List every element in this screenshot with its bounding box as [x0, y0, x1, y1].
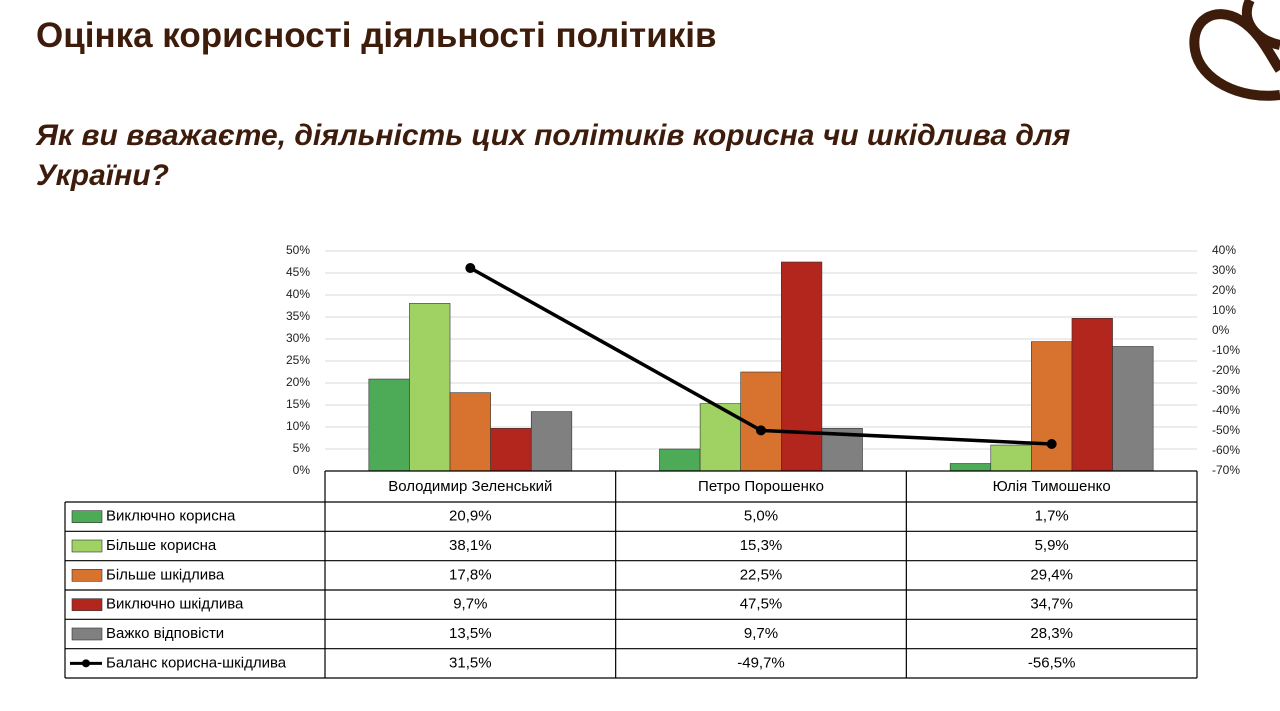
- subtitle: Як ви вважаєте, діяльність цих політиків…: [36, 119, 1071, 192]
- y-tick-label: 5%: [293, 441, 311, 455]
- y2-tick-label: -10%: [1212, 343, 1240, 357]
- line-marker: [1046, 439, 1057, 449]
- y2-tick-label: 0%: [1212, 323, 1230, 337]
- y-tick-label: 30%: [286, 331, 310, 345]
- table-value: 28,3%: [1030, 625, 1073, 642]
- y-tick-label: 50%: [286, 243, 310, 257]
- table-value: -49,7%: [737, 654, 785, 671]
- table-value: 20,9%: [449, 508, 492, 525]
- legend-swatch: [71, 627, 103, 641]
- line-marker: [756, 425, 766, 436]
- y2-tick-label: -60%: [1212, 443, 1240, 457]
- table-value: 5,0%: [744, 508, 778, 525]
- decoration: [1189, 0, 1280, 101]
- y-tick-label: 15%: [286, 397, 310, 411]
- table-value: 38,1%: [449, 537, 492, 554]
- legend-swatch: [71, 510, 103, 523]
- y-tick-label: 10%: [286, 419, 310, 433]
- column-header: Петро Порошенко: [698, 478, 824, 495]
- y-tick-label: 35%: [286, 309, 310, 323]
- bar: [949, 463, 992, 472]
- table-value: 29,4%: [1030, 566, 1073, 583]
- title: Оцінка корисності діяльності політиків: [36, 16, 717, 55]
- table-value: 22,5%: [740, 566, 783, 583]
- y2-tick-label: -40%: [1212, 403, 1240, 417]
- y-tick-label: 40%: [286, 287, 310, 301]
- legend-label: Більше шкідлива: [106, 566, 225, 583]
- y2-tick-label: -30%: [1212, 383, 1240, 397]
- bar: [990, 444, 1032, 472]
- bar: [368, 378, 410, 472]
- bar: [659, 448, 701, 472]
- column-header: Володимир Зеленський: [388, 478, 552, 495]
- bar: [1071, 318, 1113, 472]
- column-header: Юлія Тимошенко: [993, 478, 1111, 495]
- y2-tick-label: -20%: [1212, 363, 1240, 377]
- y-tick-label: 0%: [293, 463, 311, 477]
- y2-tick-label: 10%: [1212, 303, 1236, 317]
- table-value: 5,9%: [1035, 537, 1069, 554]
- y2-tick-label: -70%: [1212, 463, 1240, 477]
- table-value: 9,7%: [453, 596, 487, 613]
- legend-label: Баланс корисна-шкідлива: [106, 654, 287, 671]
- y2-tick-label: 30%: [1212, 263, 1236, 277]
- y2-tick-label: -50%: [1212, 423, 1240, 437]
- bar: [490, 428, 532, 472]
- y-tick-label: 25%: [286, 353, 310, 367]
- bar: [409, 303, 451, 472]
- table-value: 47,5%: [740, 596, 783, 613]
- legend-swatch: [71, 569, 103, 582]
- table-value: 13,5%: [449, 625, 492, 642]
- table-value: 15,3%: [740, 537, 783, 554]
- legend-swatch: [71, 539, 103, 553]
- y2-tick-label: 40%: [1212, 243, 1236, 257]
- bar: [1031, 341, 1073, 472]
- legend-label: Виключно корисна: [106, 508, 236, 525]
- legend-marker: [82, 659, 90, 668]
- bar: [699, 403, 741, 472]
- bar: [530, 411, 573, 472]
- bar: [780, 261, 823, 472]
- legend-swatch: [71, 598, 103, 611]
- table-value: 31,5%: [449, 654, 492, 671]
- legend-label: Більше корисна: [106, 537, 217, 554]
- table-value: 34,7%: [1030, 596, 1073, 613]
- table-value: 9,7%: [744, 625, 778, 642]
- y-tick-label: 45%: [286, 265, 310, 279]
- table-value: 1,7%: [1035, 508, 1069, 525]
- table-value: 17,8%: [449, 566, 492, 583]
- y2-tick-label: 20%: [1212, 283, 1236, 297]
- bar: [1112, 346, 1154, 472]
- y-tick-label: 20%: [286, 375, 310, 389]
- bar: [449, 392, 491, 472]
- legend-label: Важко відповісти: [106, 625, 224, 642]
- table-value: -56,5%: [1028, 654, 1076, 671]
- line-marker: [465, 263, 476, 273]
- legend-label: Виключно шкідлива: [106, 596, 244, 613]
